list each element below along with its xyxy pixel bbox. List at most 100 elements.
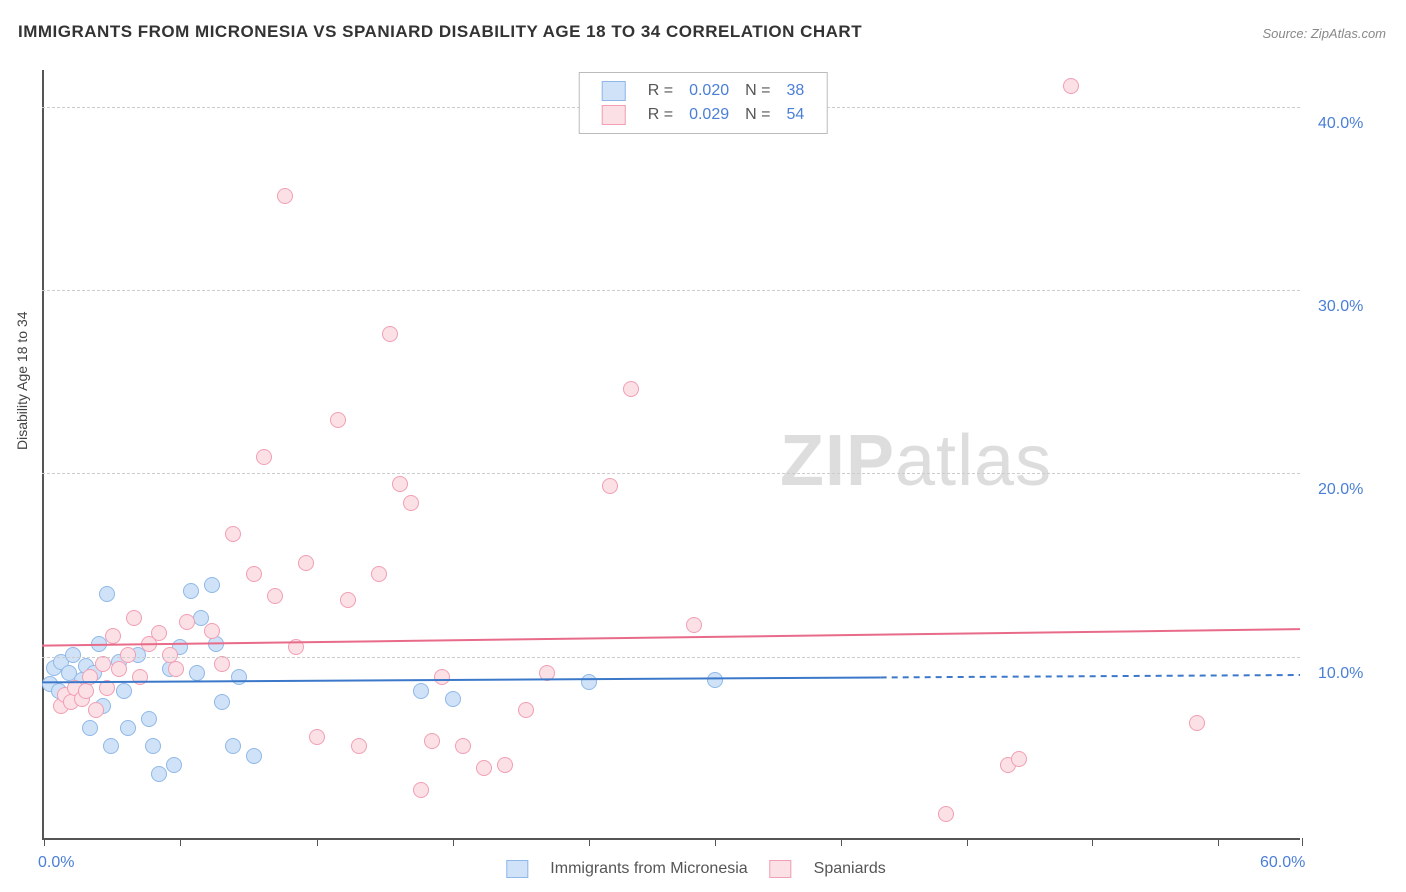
y-axis-label: Disability Age 18 to 34 [14,311,30,450]
data-point [103,738,119,754]
legend-stats-row: R = 0.020 N = 38 [594,79,813,103]
x-tick-label: 0.0% [38,854,74,872]
data-point [116,683,132,699]
data-point [91,636,107,652]
data-point [225,526,241,542]
data-point [166,757,182,773]
data-point [246,748,262,764]
legend-stats-row: R = 0.029 N = 54 [594,103,813,127]
data-point [151,766,167,782]
x-tick [1218,838,1219,846]
gridline [42,657,1300,658]
data-point [371,566,387,582]
data-point [1063,78,1079,94]
y-tick-label: 20.0% [1318,481,1363,499]
data-point [162,647,178,663]
data-point [78,683,94,699]
x-tick [44,838,45,846]
data-point [179,614,195,630]
gridline [42,473,1300,474]
x-tick [589,838,590,846]
data-point [1189,715,1205,731]
source-label: Source: ZipAtlas.com [1262,26,1386,41]
x-tick [453,838,454,846]
data-point [413,683,429,699]
x-tick [1302,838,1303,846]
data-point [434,669,450,685]
data-point [82,720,98,736]
data-point [277,188,293,204]
stat-label: N = [737,79,778,103]
data-point [88,702,104,718]
stat-label: R = [640,103,681,127]
chart-title: IMMIGRANTS FROM MICRONESIA VS SPANIARD D… [18,22,862,42]
data-point [204,577,220,593]
data-point [351,738,367,754]
data-point [82,669,98,685]
data-point [126,610,142,626]
data-point [413,782,429,798]
data-point [392,476,408,492]
x-tick [715,838,716,846]
data-point [518,702,534,718]
swatch-series-1 [602,105,626,125]
x-tick [1092,838,1093,846]
data-point [95,656,111,672]
data-point [581,674,597,690]
y-tick-label: 30.0% [1318,298,1363,316]
data-point [189,665,205,681]
data-point [330,412,346,428]
legend-stats: R = 0.020 N = 38 R = 0.029 N = 54 [579,72,828,134]
data-point [938,806,954,822]
data-point [141,711,157,727]
data-point [267,588,283,604]
data-point [455,738,471,754]
data-point [288,639,304,655]
legend-label: Spaniards [814,860,886,877]
data-point [246,566,262,582]
data-point [497,757,513,773]
data-point [476,760,492,776]
x-tick [967,838,968,846]
x-tick [841,838,842,846]
stat-label: N = [737,103,778,127]
data-point [105,628,121,644]
data-point [309,729,325,745]
swatch-series-0 [602,81,626,101]
stat-r-0: 0.020 [681,79,737,103]
data-point [602,478,618,494]
y-tick-label: 10.0% [1318,665,1363,683]
data-point [256,449,272,465]
x-tick [317,838,318,846]
data-point [340,592,356,608]
legend-series: Immigrants from Micronesia Spaniards [502,860,903,878]
data-point [99,680,115,696]
data-point [382,326,398,342]
data-point [445,691,461,707]
data-point [214,694,230,710]
stat-r-1: 0.029 [681,103,737,127]
data-point [204,623,220,639]
legend-swatch [506,860,528,878]
data-point [120,647,136,663]
data-point [424,733,440,749]
data-point [686,617,702,633]
data-point [298,555,314,571]
data-point [145,738,161,754]
data-point [539,665,555,681]
stat-n-1: 54 [778,103,812,127]
x-tick [180,838,181,846]
gridline [42,290,1300,291]
stat-label: R = [640,79,681,103]
legend-label: Immigrants from Micronesia [550,860,747,877]
data-point [1011,751,1027,767]
plot-area [42,70,1300,840]
data-point [214,656,230,672]
data-point [225,738,241,754]
stat-n-0: 38 [778,79,812,103]
data-point [183,583,199,599]
data-point [132,669,148,685]
data-point [231,669,247,685]
data-point [168,661,184,677]
data-point [99,586,115,602]
